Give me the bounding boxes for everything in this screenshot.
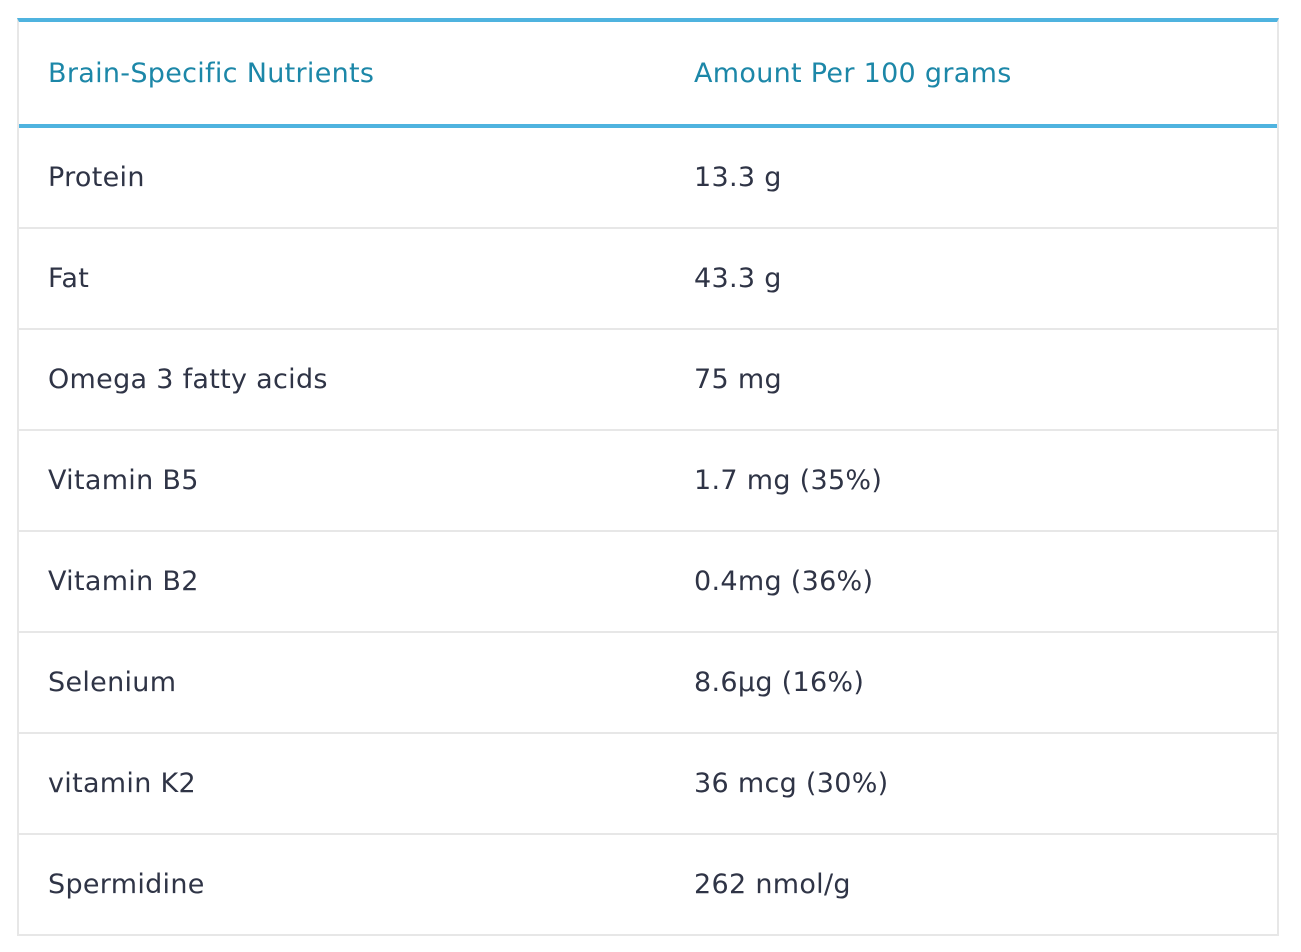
nutrient-amount: 43.3 g bbox=[694, 263, 782, 294]
nutrient-name: Fat bbox=[48, 263, 90, 294]
nutrient-name: Omega 3 fatty acids bbox=[48, 364, 328, 395]
nutrient-amount: 8.6μg (16%) bbox=[694, 667, 865, 698]
table-row: Protein 13.3 g bbox=[19, 128, 1277, 229]
table-row: Spermidine 262 nmol/g bbox=[19, 835, 1277, 936]
header-nutrient: Brain-Specific Nutrients bbox=[48, 57, 375, 89]
header-amount: Amount Per 100 grams bbox=[694, 57, 1012, 89]
nutrient-amount: 13.3 g bbox=[694, 162, 782, 193]
table-header-row: Brain-Specific Nutrients Amount Per 100 … bbox=[19, 22, 1277, 128]
nutrient-amount: 0.4mg (36%) bbox=[694, 566, 874, 597]
table-row: Fat 43.3 g bbox=[19, 229, 1277, 330]
nutrient-amount: 75 mg bbox=[694, 364, 782, 395]
nutrient-name: Selenium bbox=[48, 667, 177, 698]
nutrient-name: Protein bbox=[48, 162, 145, 193]
nutrient-name: vitamin K2 bbox=[48, 768, 196, 799]
nutrient-name: Vitamin B2 bbox=[48, 566, 199, 597]
nutrient-table: Brain-Specific Nutrients Amount Per 100 … bbox=[17, 18, 1279, 936]
nutrient-amount: 36 mcg (30%) bbox=[694, 768, 889, 799]
table-row: Omega 3 fatty acids 75 mg bbox=[19, 330, 1277, 431]
nutrient-amount: 1.7 mg (35%) bbox=[694, 465, 883, 496]
table-row: Vitamin B2 0.4mg (36%) bbox=[19, 532, 1277, 633]
table-row: Vitamin B5 1.7 mg (35%) bbox=[19, 431, 1277, 532]
nutrient-name: Spermidine bbox=[48, 869, 205, 900]
table-row: vitamin K2 36 mcg (30%) bbox=[19, 734, 1277, 835]
nutrient-name: Vitamin B5 bbox=[48, 465, 199, 496]
table-row: Selenium 8.6μg (16%) bbox=[19, 633, 1277, 734]
nutrient-amount: 262 nmol/g bbox=[694, 869, 851, 900]
